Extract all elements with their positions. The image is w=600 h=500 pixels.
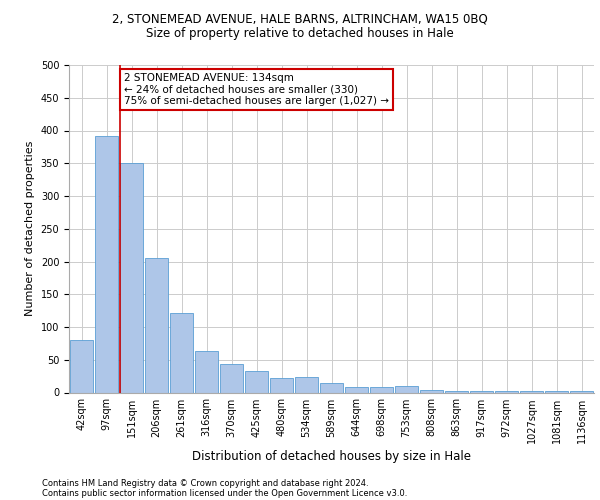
Bar <box>494 391 518 392</box>
Y-axis label: Number of detached properties: Number of detached properties <box>25 141 35 316</box>
Bar <box>320 384 343 392</box>
Text: Contains public sector information licensed under the Open Government Licence v3: Contains public sector information licen… <box>42 488 407 498</box>
Bar <box>119 163 143 392</box>
Bar <box>194 350 218 393</box>
Bar <box>170 312 193 392</box>
Bar <box>295 377 319 392</box>
Bar <box>470 391 493 392</box>
Bar <box>344 386 368 392</box>
Bar <box>95 136 118 392</box>
Text: Contains HM Land Registry data © Crown copyright and database right 2024.: Contains HM Land Registry data © Crown c… <box>42 478 368 488</box>
Bar <box>445 390 469 392</box>
X-axis label: Distribution of detached houses by size in Hale: Distribution of detached houses by size … <box>192 450 471 463</box>
Text: 2 STONEMEAD AVENUE: 134sqm
← 24% of detached houses are smaller (330)
75% of sem: 2 STONEMEAD AVENUE: 134sqm ← 24% of deta… <box>124 73 389 106</box>
Bar <box>269 378 293 392</box>
Bar <box>220 364 244 392</box>
Bar <box>545 391 568 392</box>
Text: 2, STONEMEAD AVENUE, HALE BARNS, ALTRINCHAM, WA15 0BQ: 2, STONEMEAD AVENUE, HALE BARNS, ALTRINC… <box>112 12 488 26</box>
Text: Size of property relative to detached houses in Hale: Size of property relative to detached ho… <box>146 28 454 40</box>
Bar <box>370 386 394 392</box>
Bar <box>395 386 418 392</box>
Bar <box>569 391 593 392</box>
Bar <box>70 340 94 392</box>
Bar <box>520 391 544 392</box>
Bar <box>145 258 169 392</box>
Bar <box>245 371 268 392</box>
Bar <box>419 390 443 392</box>
